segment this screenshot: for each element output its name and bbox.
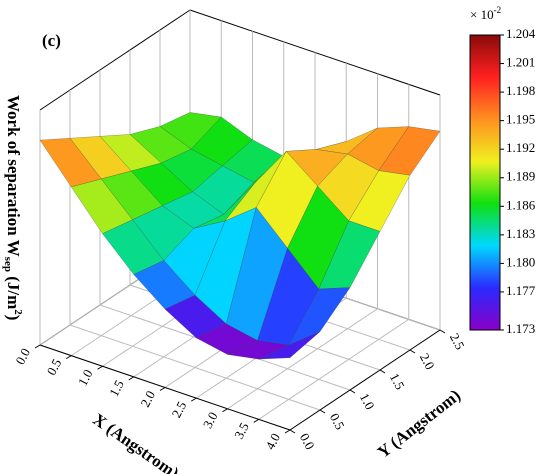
colorbar-tick-label: 1.195 bbox=[506, 112, 535, 127]
y-tick-label: 0.5 bbox=[327, 411, 348, 432]
z-axis-label: Work of separation Wsep (J/m2) bbox=[2, 95, 24, 320]
grid-line bbox=[258, 318, 410, 420]
x-tick bbox=[159, 387, 166, 391]
colorbar-tick-label: 1.177 bbox=[506, 283, 536, 298]
colorbar-scale: × 10-2 bbox=[470, 5, 501, 22]
x-tick bbox=[34, 344, 41, 349]
x-tick-label: 3.0 bbox=[200, 409, 221, 430]
z-label-main: Work of separation W bbox=[4, 95, 23, 257]
z-label-sup: 2 bbox=[12, 309, 24, 315]
panel-label: (c) bbox=[42, 31, 61, 50]
scale-exp: -2 bbox=[494, 5, 502, 15]
box-edge bbox=[39, 9, 191, 111]
x-tick bbox=[128, 376, 135, 381]
colorbar-tick-label: 1.173 bbox=[506, 321, 535, 336]
z-label-end: ) bbox=[4, 315, 23, 321]
y-tick-label: 0.0 bbox=[297, 431, 318, 452]
x-tick-label: 3.5 bbox=[231, 420, 252, 441]
colorbar-tick-label: 1.183 bbox=[506, 226, 535, 241]
x-tick bbox=[222, 408, 228, 413]
y-axis-line bbox=[289, 329, 441, 431]
x-tick-label: 4.0 bbox=[262, 431, 283, 452]
x-tick bbox=[284, 429, 291, 434]
y-tick-label: 1.0 bbox=[357, 391, 378, 412]
y-tick-label: 2.0 bbox=[417, 351, 438, 372]
surface-patch bbox=[258, 331, 321, 360]
x-tick-label: 1.0 bbox=[75, 367, 96, 388]
grid-line bbox=[227, 308, 378, 410]
colorbar-tick-label: 1.192 bbox=[506, 140, 535, 155]
grid-line bbox=[69, 324, 321, 411]
x-axis-line bbox=[39, 344, 291, 431]
colorbar-tick-label: 1.198 bbox=[506, 83, 535, 98]
x-tick-label: 2.5 bbox=[168, 399, 189, 420]
x-axis-label: X (Angstrom) bbox=[89, 410, 182, 474]
x-tick-label: 1.5 bbox=[106, 377, 127, 398]
colorbar bbox=[469, 34, 501, 331]
y-tick-label: 2.5 bbox=[447, 331, 468, 352]
y-tick bbox=[319, 409, 326, 414]
z-label-unit: (J/m bbox=[4, 272, 23, 309]
x-tick-label: 2.0 bbox=[137, 388, 158, 409]
scale-base: × 10 bbox=[470, 7, 494, 22]
y-tick bbox=[289, 429, 296, 434]
y-tick-label: 1.5 bbox=[387, 371, 408, 392]
z-label-sub: sep bbox=[2, 257, 14, 272]
y-tick bbox=[379, 369, 386, 374]
x-tick bbox=[65, 355, 72, 360]
x-tick bbox=[190, 397, 197, 402]
colorbar-tick-label: 1.189 bbox=[506, 169, 535, 184]
x-tick-label: 0.0 bbox=[12, 346, 33, 367]
x-tick bbox=[97, 365, 103, 370]
y-tick bbox=[409, 349, 416, 354]
colorbar-tick-label: 1.180 bbox=[506, 254, 535, 269]
x-tick-label: 0.5 bbox=[43, 356, 64, 377]
y-tick bbox=[349, 389, 356, 394]
colorbar-tick-label: 1.201 bbox=[506, 55, 535, 70]
x-tick bbox=[253, 418, 260, 423]
colorbar-tick-label: 1.186 bbox=[506, 197, 536, 212]
colorbar-tick-label: 1.204 bbox=[506, 26, 536, 41]
y-tick bbox=[439, 329, 446, 334]
y-axis-label: Y (Angstrom) bbox=[374, 386, 464, 462]
